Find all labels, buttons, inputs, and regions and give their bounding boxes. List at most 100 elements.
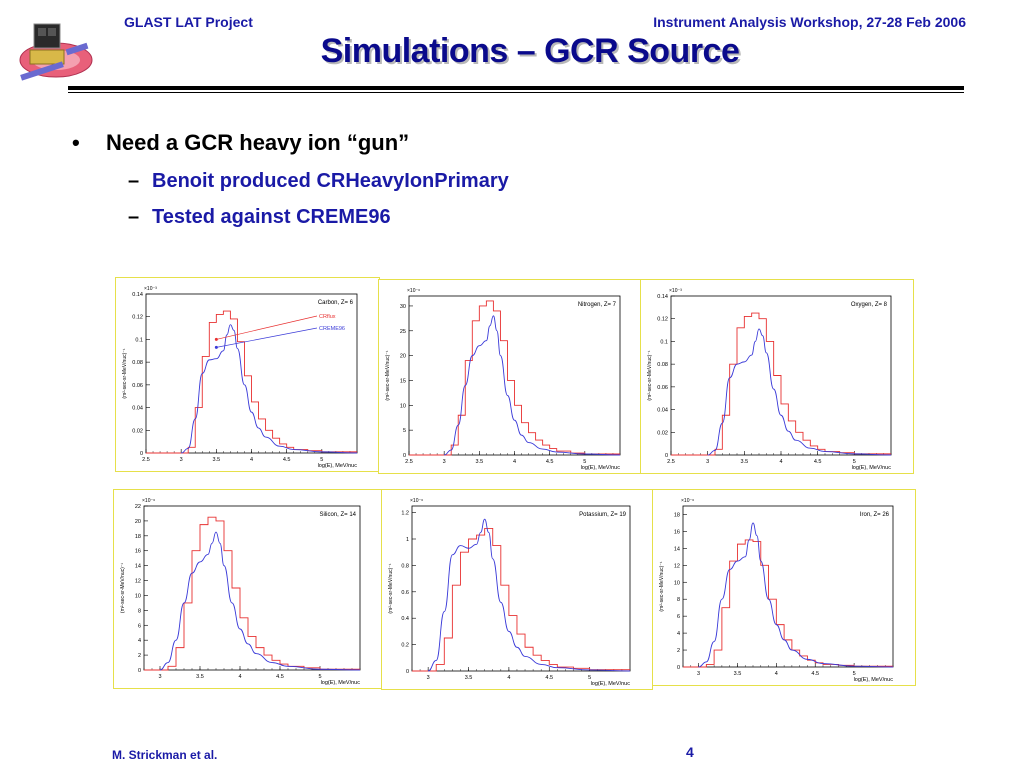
plot-frame xyxy=(408,295,621,456)
x-tick-label: 4.5 xyxy=(814,459,822,465)
page-number: 4 xyxy=(686,744,694,760)
plot-title: Carbon, Z= 6 xyxy=(318,300,354,306)
x-axis-label: log(E), MeV/nuc xyxy=(854,677,894,683)
chart-panel-iron: 0 2 4 6 8 10 12 14 16 18 3 3.5 4 4.5 5 ×10⁻⁶ (m²-sec-sr-… xyxy=(652,489,916,686)
y-tick-label: 18 xyxy=(674,512,680,518)
bullet-marker: • xyxy=(72,130,80,155)
chart-carbon: 0 0.02 0.04 0.06 0.08 0.1 0.12 0.14 2.5 3 3.5 4 4.5 5… xyxy=(122,286,358,469)
y-tick-label: 18 xyxy=(135,534,141,540)
y-tick-label: 6 xyxy=(677,614,680,620)
x-tick-label: 4.5 xyxy=(283,457,291,463)
chart-potassium: 0 0.2 0.4 0.6 0.8 1 1.2 3 3.5 4 4.5 5 ×10⁻⁶ (m²-sec-s… xyxy=(388,498,631,687)
y-tick-label: 0.4 xyxy=(401,616,409,622)
x-tick-label: 4.5 xyxy=(545,675,553,681)
series-crflux-histogram xyxy=(671,312,891,456)
y-tick-label: 1 xyxy=(406,537,409,543)
y-tick-label: 0.04 xyxy=(657,408,668,414)
x-axis-label: log(E), MeV/nuc xyxy=(321,680,361,686)
x-tick-label: 3 xyxy=(158,674,161,680)
y-exponent-label: ×10⁻⁶ xyxy=(407,288,420,294)
y-tick-label: 0.08 xyxy=(657,362,668,368)
title-rule-thick xyxy=(68,86,964,90)
x-tick-label: 4 xyxy=(238,674,241,680)
x-axis-label: log(E), MeV/nuc xyxy=(318,463,358,469)
y-exponent-label: ×10⁻⁶ xyxy=(410,498,423,504)
sub-bullet-marker: – xyxy=(128,170,140,192)
y-tick-label: 6 xyxy=(138,623,141,629)
y-tick-label: 0.02 xyxy=(657,430,668,436)
chart-panel-carbon: 0 0.02 0.04 0.06 0.08 0.1 0.12 0.14 2.5 3 3.5 4 4.5 5… xyxy=(115,277,380,472)
x-tick-label: 2.5 xyxy=(405,459,413,465)
y-tick-label: 0.02 xyxy=(132,428,143,434)
sub-bullet-marker: – xyxy=(128,206,140,228)
y-tick-label: 14 xyxy=(674,546,680,552)
x-axis-label: log(E), MeV/nuc xyxy=(852,465,892,471)
y-tick-label: 2 xyxy=(138,653,141,659)
series-crflux-histogram xyxy=(412,527,630,672)
y-tick-label: 8 xyxy=(138,608,141,614)
plot-frame xyxy=(143,505,361,671)
y-tick-label: 22 xyxy=(135,504,141,510)
y-tick-label: 0.04 xyxy=(132,406,143,412)
x-tick-label: 3 xyxy=(427,675,430,681)
x-tick-label: 3.5 xyxy=(196,674,204,680)
y-exponent-label: ×10⁻⁶ xyxy=(681,498,694,504)
y-tick-label: 0.1 xyxy=(135,337,143,343)
y-tick-label: 0.14 xyxy=(132,292,143,298)
y-tick-label: 0.8 xyxy=(401,563,409,569)
y-tick-label: 14 xyxy=(135,564,141,570)
series-crflux-histogram xyxy=(144,516,360,671)
x-axis-label: log(E), MeV/nuc xyxy=(591,681,631,687)
header-workshop: Instrument Analysis Workshop, 27-28 Feb … xyxy=(653,14,966,30)
y-tick-label: 0.12 xyxy=(132,315,143,321)
plot-title: Iron, Z= 26 xyxy=(860,512,890,518)
series-crflux-histogram xyxy=(683,539,893,668)
y-tick-label: 16 xyxy=(135,549,141,555)
x-tick-label: 5 xyxy=(318,674,321,680)
y-tick-label: 20 xyxy=(135,519,141,525)
y-tick-label: 0 xyxy=(677,665,680,671)
x-tick-label: 4.5 xyxy=(276,674,284,680)
y-tick-label: 2 xyxy=(677,648,680,654)
y-axis-label: (m²-sec-sr-MeV/nuc)⁻¹ xyxy=(659,561,665,611)
y-tick-label: 1.2 xyxy=(401,511,409,517)
y-tick-label: 0.6 xyxy=(401,590,409,596)
x-tick-label: 4 xyxy=(250,457,253,463)
x-tick-label: 3.5 xyxy=(213,457,221,463)
y-tick-label: 12 xyxy=(674,563,680,569)
y-tick-label: 0.08 xyxy=(132,360,143,366)
y-tick-label: 0 xyxy=(665,453,668,459)
chart-panel-potassium: 0 0.2 0.4 0.6 0.8 1 1.2 3 3.5 4 4.5 5 ×10⁻⁶ (m²-sec-s… xyxy=(381,489,653,690)
series-creme96-curve xyxy=(428,518,631,672)
y-axis-label: (m²-sec-sr-MeV/nuc)⁻¹ xyxy=(385,350,391,400)
chart-panel-silicon: 0 2 4 6 8 10 12 14 16 18 20 22 3 3.5 4 4.5 5 ×10⁻⁶ (m²-sec… xyxy=(113,489,383,689)
y-axis-label: (m²-sec-sr-MeV/nuc)⁻¹ xyxy=(120,563,126,613)
x-tick-label: 4.5 xyxy=(811,671,819,677)
chart-silicon: 0 2 4 6 8 10 12 14 16 18 20 22 3 3.5 4 4.5 5 ×10⁻⁶ (m²-sec… xyxy=(120,498,361,686)
y-exponent-label: ×10⁻³ xyxy=(144,286,157,292)
y-axis-label: (m²-sec-sr-MeV/nuc)⁻¹ xyxy=(647,350,653,400)
series-crflux-histogram xyxy=(146,310,357,454)
chart-panel-oxygen: 0 0.02 0.04 0.06 0.08 0.1 0.12 0.14 2.5 3 3.5 4 4.5 5… xyxy=(640,279,914,474)
x-tick-label: 2.5 xyxy=(142,457,150,463)
chart-nitrogen: 0 5 10 15 20 25 30 2.5 3 3.5 4 4.5 5 ×10⁻⁶ (m²-sec-sr-… xyxy=(385,288,621,471)
plot-title: Potassium, Z= 19 xyxy=(579,512,627,518)
bullet-main-text: Need a GCR heavy ion “gun” xyxy=(106,130,410,155)
y-tick-label: 5 xyxy=(403,428,406,434)
y-tick-label: 8 xyxy=(677,597,680,603)
x-tick-label: 4 xyxy=(507,675,510,681)
footer-author: M. Strickman et al. xyxy=(112,748,218,762)
header-project: GLAST LAT Project xyxy=(124,14,253,30)
y-tick-label: 0.12 xyxy=(657,317,668,323)
legend-pointer-creme96 xyxy=(216,327,318,348)
x-tick-label: 3.5 xyxy=(465,675,473,681)
x-tick-label: 3.5 xyxy=(741,459,749,465)
y-axis-label: (m²-sec-sr-MeV/nuc)⁻¹ xyxy=(122,348,128,398)
x-tick-label: 3 xyxy=(180,457,183,463)
x-tick-label: 4 xyxy=(779,459,782,465)
plot-frame xyxy=(145,293,358,454)
title-rule-thin xyxy=(68,92,964,93)
y-tick-label: 0.2 xyxy=(401,643,409,649)
x-tick-label: 3 xyxy=(706,459,709,465)
chart-iron: 0 2 4 6 8 10 12 14 16 18 3 3.5 4 4.5 5 ×10⁻⁶ (m²-sec-sr-… xyxy=(659,498,894,683)
